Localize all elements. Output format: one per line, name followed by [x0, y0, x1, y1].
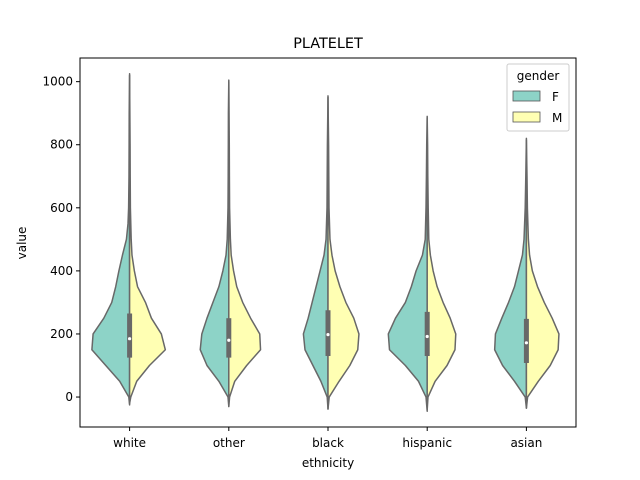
legend: gender F M: [506, 63, 570, 132]
median-dot-black: [326, 332, 330, 337]
median-dot-asian: [524, 341, 529, 345]
violin-m-white: [128, 74, 167, 405]
x-tick-label-other: other: [213, 436, 245, 450]
legend-label-f: F: [552, 90, 559, 104]
y-tick-label-600: 600: [50, 201, 73, 215]
violin-m-black: [327, 96, 360, 410]
legend-label-m: M: [552, 111, 562, 125]
violin-m-asian: [525, 139, 560, 409]
violin-m-other: [228, 80, 262, 408]
y-axis-label: value: [15, 227, 29, 260]
legend-swatch-f: [512, 90, 541, 102]
legend-title: gender: [517, 69, 560, 83]
x-tick-label-white: white: [113, 436, 146, 450]
y-tick-label-200: 200: [50, 327, 73, 341]
axes: 0 200 400 600 800 1000 white other black hispanic…: [42, 57, 577, 450]
y-tick-label-0: 0: [65, 390, 73, 404]
legend-swatch-m: [512, 111, 541, 123]
x-tick-label-hispanic: hispanic: [402, 436, 452, 450]
violin-m-hispanic: [426, 117, 457, 411]
median-dot-white: [128, 337, 132, 341]
y-tick-label-1000: 1000: [42, 75, 73, 89]
x-tick-label-black: black: [312, 436, 344, 450]
median-dot-hispanic: [425, 334, 429, 339]
x-tick-label-asian: asian: [510, 436, 542, 450]
chart-title: PLATELET: [293, 36, 363, 52]
median-dot-other: [227, 338, 231, 342]
y-tick-label-800: 800: [50, 138, 73, 152]
x-axis-label: ethnicity: [302, 456, 354, 470]
y-tick-label-400: 400: [50, 264, 73, 278]
plot-area: [91, 73, 560, 412]
violin-f-asian: [493, 137, 528, 409]
